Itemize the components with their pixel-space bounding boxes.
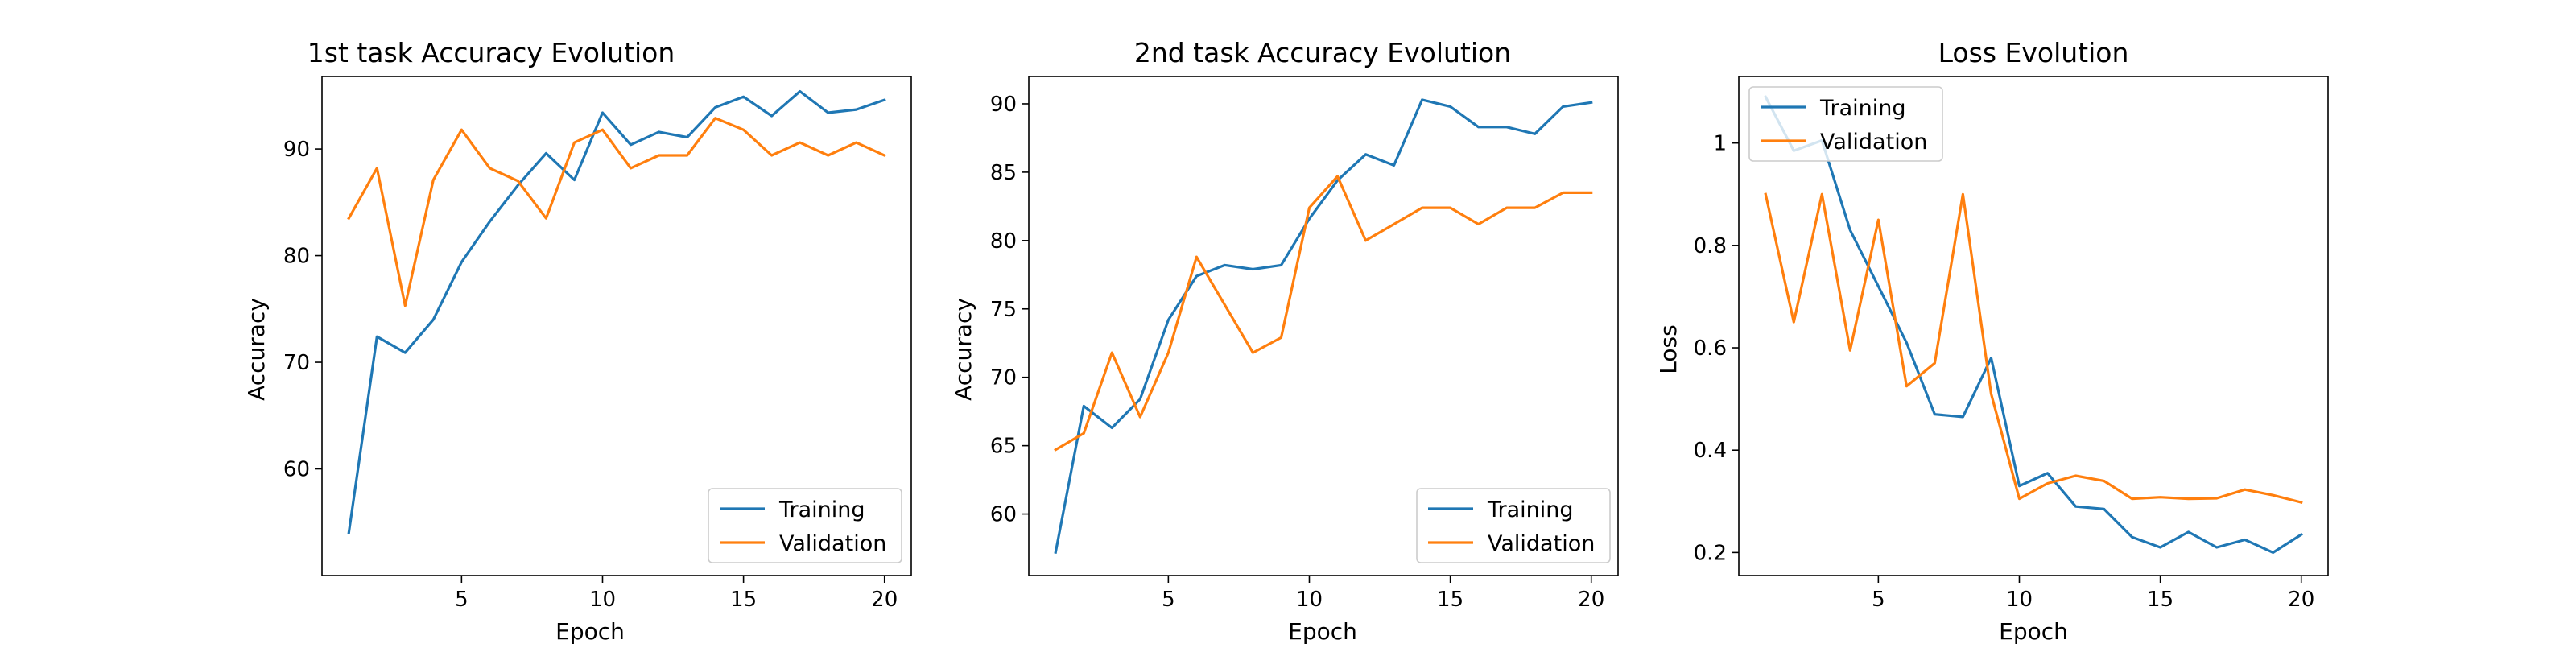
x-axis-label: Epoch (1999, 618, 2068, 644)
series-line-validation (1764, 192, 2303, 505)
x-tick-label: 10 (589, 588, 616, 612)
y-tick-label: 70 (283, 351, 310, 375)
y-tick-label: 80 (283, 245, 310, 269)
y-tick-label: 60 (283, 458, 310, 482)
x-tick-label: 20 (2288, 588, 2314, 612)
y-tick-label: 0.6 (1694, 336, 1727, 361)
series-line-validation (1054, 175, 1593, 452)
plot-frame (1738, 76, 2329, 576)
series-line-training (1764, 95, 2303, 555)
x-tick-label: 5 (1162, 588, 1175, 612)
x-tick-label: 10 (1296, 588, 1323, 612)
x-axis-label: Epoch (555, 618, 625, 644)
y-tick-label: 90 (990, 93, 1017, 117)
loss-chart: Loss Evolution Epoch Loss 5 10 15 20 0.2 0.4 0… (1655, 37, 2329, 645)
accuracy-chart-task-2: 2nd task Accuracy Evolution Epoch Accura… (950, 37, 1619, 645)
x-axis-label: Epoch (1288, 618, 1357, 644)
legend: Training Validation (1416, 488, 1611, 563)
x-tick-label: 5 (1872, 588, 1885, 612)
x-tick-label: 20 (871, 588, 898, 612)
legend-label: Validation (1820, 130, 1927, 155)
legend: Training Validation (708, 488, 902, 563)
series-line-validation (347, 117, 886, 307)
y-tick-label: 90 (283, 138, 310, 162)
series-line-training (347, 89, 886, 534)
y-axis-label: Loss (1655, 324, 1682, 374)
x-tick-label: 20 (1578, 588, 1604, 612)
y-tick-label: 60 (990, 503, 1017, 527)
y-tick-label: 1 (1713, 132, 1727, 156)
legend-box (708, 488, 902, 563)
plot-frame (321, 76, 912, 576)
y-tick-label: 70 (990, 366, 1017, 390)
legend-label: Validation (1488, 531, 1595, 556)
y-tick-label: 75 (990, 298, 1017, 322)
chart-title: 2nd task Accuracy Evolution (1134, 37, 1511, 68)
legend-label: Validation (779, 531, 886, 556)
plot-frame (1028, 76, 1619, 576)
legend: Training Validation (1748, 86, 1943, 162)
legend-box (1416, 488, 1611, 563)
y-tick-label: 85 (990, 161, 1017, 185)
legend-label: Training (778, 497, 865, 522)
x-tick-label: 15 (730, 588, 757, 612)
x-tick-label: 15 (1437, 588, 1463, 612)
y-tick-label: 80 (990, 229, 1017, 254)
x-tick-label: 15 (2147, 588, 2174, 612)
x-tick-label: 5 (455, 588, 469, 612)
accuracy-chart-task-1: 1st task Accuracy Evolution Epoch Accura… (243, 37, 912, 645)
legend-box (1748, 86, 1943, 162)
series-line-training (1054, 98, 1593, 554)
legend-label: Training (1819, 96, 1906, 121)
legend-label: Training (1487, 497, 1574, 522)
y-tick-label: 0.2 (1694, 541, 1727, 565)
y-tick-label: 0.4 (1694, 439, 1727, 463)
y-axis-label: Accuracy (950, 298, 976, 401)
y-axis-label: Accuracy (243, 298, 270, 401)
y-tick-label: 65 (990, 435, 1017, 459)
chart-title: Loss Evolution (1938, 37, 2129, 68)
chart-title: 1st task Accuracy Evolution (308, 37, 675, 68)
x-tick-label: 10 (2006, 588, 2033, 612)
y-tick-label: 0.8 (1694, 234, 1727, 258)
